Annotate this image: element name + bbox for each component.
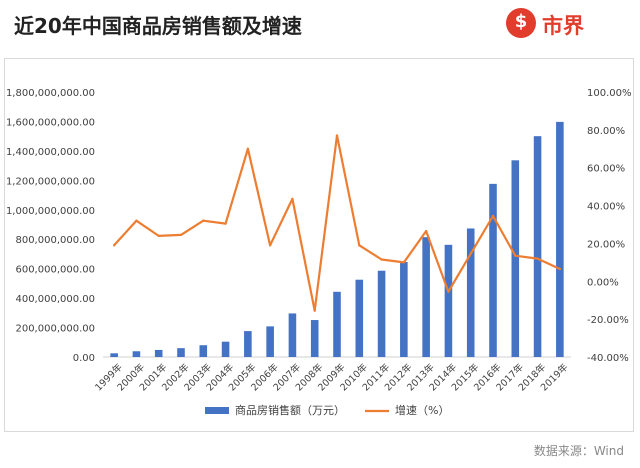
logo-text: 市界 <box>542 14 584 38</box>
bar <box>400 262 408 357</box>
bar <box>355 279 364 357</box>
bar <box>288 313 297 357</box>
growth-point <box>291 197 294 201</box>
left-tick-label: 1,800,000,000.00 <box>6 88 95 99</box>
right-tick-label: 100.00% <box>587 88 632 99</box>
growth-point <box>380 258 383 261</box>
bar <box>177 348 185 357</box>
growth-point <box>179 233 183 237</box>
header: 近20年中国商品房销售额及增速 $ 市界 <box>0 0 640 54</box>
bar <box>244 331 252 357</box>
source-note: 数据来源：Wind <box>533 444 624 458</box>
growth-point <box>491 214 495 218</box>
bar <box>199 345 208 357</box>
right-tick-label: 20.00% <box>587 239 625 250</box>
bar <box>466 228 475 357</box>
bar <box>110 353 118 357</box>
growth-point <box>135 219 138 222</box>
bar <box>511 160 520 357</box>
right-tick-label: 40.00% <box>587 202 625 213</box>
growth-point <box>202 219 205 222</box>
bar <box>556 121 564 357</box>
growth-point <box>268 244 272 247</box>
bar <box>489 183 497 357</box>
growth-point <box>558 267 562 271</box>
growth-point <box>335 134 339 137</box>
legend-bar-label: 商品房销售额（万元） <box>235 403 345 417</box>
bar <box>444 244 453 357</box>
left-tick-label: 1,000,000,000.00 <box>6 206 95 217</box>
chart-frame: 0.00 200,000,000.00 400,000,000.00 600,000,… <box>4 58 634 432</box>
bar <box>221 341 230 357</box>
growth-point <box>536 257 539 260</box>
bar <box>333 291 341 357</box>
logo-mark: $ <box>506 8 536 38</box>
bar <box>266 326 274 357</box>
logo-mark-glyph: $ <box>514 11 528 32</box>
left-tick-label: 0.00 <box>73 353 95 364</box>
growth-point <box>469 252 472 256</box>
right-tick-label: 60.00% <box>587 164 625 175</box>
chart-title: 近20年中国商品房销售额及增速 <box>14 14 302 38</box>
bar <box>377 270 386 357</box>
left-tick-label: 800,000,000.00 <box>15 235 95 246</box>
growth-point <box>313 309 316 312</box>
left-tick-label: 600,000,000.00 <box>15 265 95 276</box>
bar <box>422 237 430 357</box>
growth-point <box>157 234 160 238</box>
bar <box>132 351 141 357</box>
right-tick-label: -20.00% <box>587 315 629 326</box>
growth-point <box>447 290 450 293</box>
left-tick-label: 1,200,000,000.00 <box>6 176 95 187</box>
growth-point <box>358 244 361 247</box>
right-tick-label: 80.00% <box>587 126 625 137</box>
growth-point <box>424 229 428 233</box>
brand-logo: $ 市界 <box>506 8 626 40</box>
left-tick-label: 200,000,000.00 <box>15 324 95 335</box>
growth-point <box>246 147 250 150</box>
legend-line-label: 增速（%） <box>395 403 449 417</box>
bar <box>533 136 542 357</box>
bar <box>310 320 319 357</box>
legend-bar-swatch <box>205 407 229 414</box>
left-tick-label: 400,000,000.00 <box>15 294 95 305</box>
growth-point <box>112 244 116 247</box>
chart-svg: 0.00 200,000,000.00 400,000,000.00 600,000,… <box>6 88 632 417</box>
right-tick-label: 0.00% <box>587 277 619 288</box>
growth-point <box>224 222 227 225</box>
left-tick-label: 1,400,000,000.00 <box>6 147 95 158</box>
bar <box>154 349 163 357</box>
left-tick-label: 1,600,000,000.00 <box>6 117 95 128</box>
growth-point <box>402 261 406 264</box>
right-tick-label: -40.00% <box>587 353 629 364</box>
growth-point <box>514 254 517 257</box>
